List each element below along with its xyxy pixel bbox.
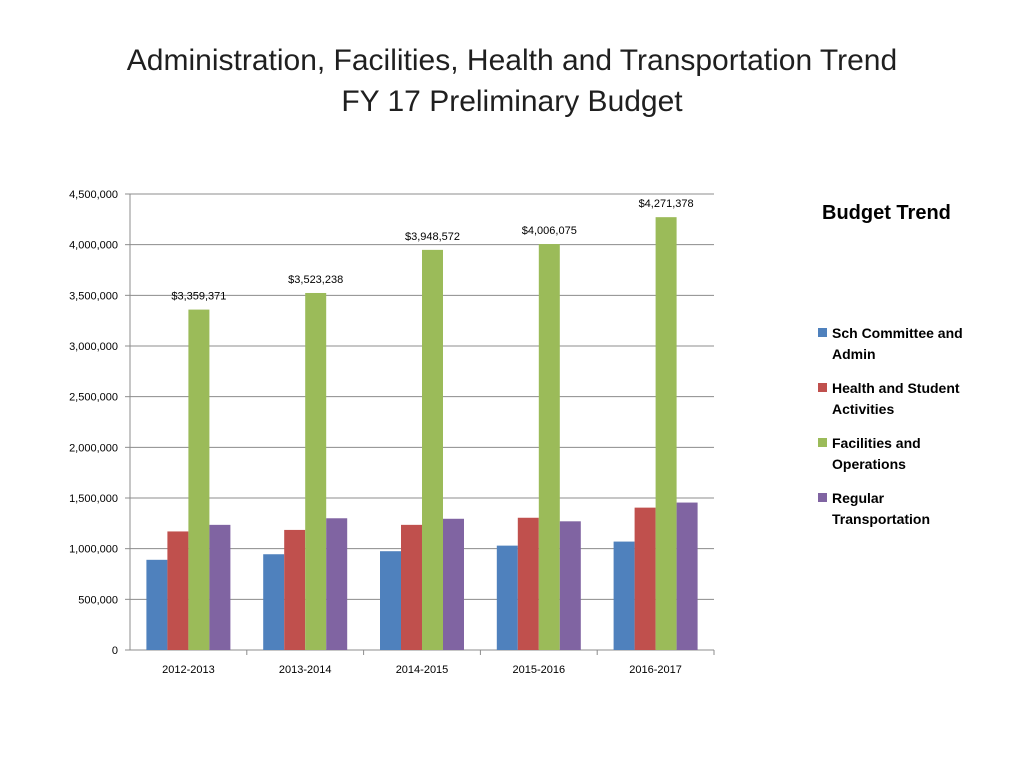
x-tick-label: 2016-2017 [629, 664, 682, 676]
bar [380, 551, 401, 650]
bar [188, 309, 210, 650]
x-tick-label: 2012-2013 [162, 664, 215, 676]
y-tick-label: 1,500,000 [69, 493, 118, 505]
bar [496, 545, 518, 650]
bar [422, 249, 443, 650]
bar [613, 541, 635, 650]
bar [655, 217, 677, 650]
bar [634, 507, 656, 650]
y-tick-label: 4,000,000 [69, 240, 118, 252]
chart-title-line1: Administration, Facilities, Health and T… [126, 44, 898, 77]
data-label: $4,006,075 [522, 225, 577, 237]
bar [305, 292, 327, 650]
bar [559, 521, 581, 650]
x-tick-label: 2015-2016 [512, 664, 565, 676]
bar [401, 524, 422, 650]
data-label: $3,948,572 [405, 231, 460, 243]
bar [326, 518, 348, 650]
y-tick-label: 1,000,000 [69, 544, 118, 556]
bar [517, 517, 539, 650]
bar [538, 244, 560, 650]
legend-title: Budget Trend [822, 202, 951, 224]
chart-title-line2: FY 17 Preliminary Budget [341, 85, 683, 118]
bar [263, 554, 285, 650]
chart-title: Administration, Facilities, Health and T… [0, 40, 1024, 122]
legend-label-sch-committee: Sch Committee and Admin [832, 325, 963, 362]
data-label: $3,359,371 [171, 291, 226, 303]
y-tick-label: 2,500,000 [69, 392, 118, 404]
y-tick-label: 4,500,000 [69, 189, 118, 201]
legend-swatch-facilities [818, 438, 827, 447]
x-tick-label: 2013-2014 [279, 664, 332, 676]
legend-swatch-sch-committee [818, 328, 827, 337]
legend-swatch-transportation [818, 493, 827, 502]
data-label: $3,523,238 [288, 274, 343, 286]
bar [209, 524, 231, 650]
y-tick-label: 2,000,000 [69, 442, 118, 454]
y-tick-label: 0 [112, 645, 118, 657]
legend-label-facilities: Facilities and Operations [832, 435, 921, 472]
bar [167, 531, 189, 650]
y-tick-label: 3,500,000 [69, 290, 118, 302]
bar [146, 559, 168, 650]
x-tick-label: 2014-2015 [396, 664, 449, 676]
bar [676, 502, 698, 650]
bar [443, 518, 464, 650]
legend-label-transportation: Regular Transportation [832, 490, 931, 527]
data-label: $4,271,378 [639, 198, 694, 210]
legend-swatch-health [818, 383, 827, 392]
y-tick-label: 500,000 [78, 594, 118, 606]
y-tick-label: 3,000,000 [69, 341, 118, 353]
legend-label-health: Health and Student Activities [832, 380, 960, 417]
bar [284, 529, 306, 650]
